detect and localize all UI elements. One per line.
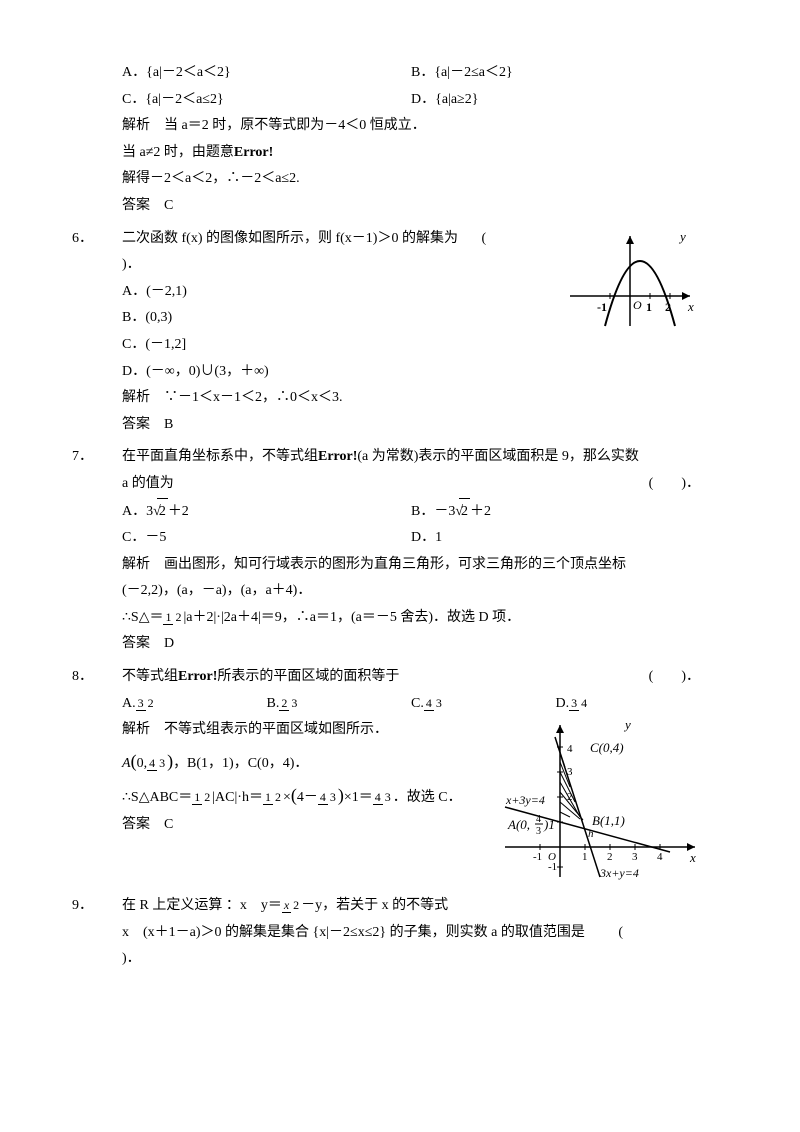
q6-figure: y x O -1 1 2 [560,226,700,336]
solution-line: 解析 画出图形，知可行域表示的图形为直角三角形，可求三角形的三个顶点坐标 [122,552,700,579]
svg-text:y: y [623,717,631,732]
option-c: C．{a|－2＜a≤2} [122,87,411,114]
error-text: Error! [318,449,357,464]
svg-text:3x+y=4: 3x+y=4 [599,866,639,880]
svg-text:x: x [687,299,694,314]
svg-text:-1: -1 [548,861,557,873]
solution-line: 解析 当 a＝2 时，原不等式即为－4＜0 恒成立． [122,113,700,140]
svg-text:2: 2 [607,851,613,863]
option-a: A.32 [122,691,267,718]
svg-text:3: 3 [536,826,541,837]
svg-text:3: 3 [567,766,573,778]
svg-text:x+3y=4: x+3y=4 [505,793,545,807]
question-7: 7． 在平面直角坐标系中，不等式组Error!(a 为常数)表示的平面区域面积是… [100,444,700,658]
question-number: 9． [72,893,93,920]
option-a: A．32＋2 [122,498,411,526]
option-d: D．{a|a≥2} [411,87,700,114]
question-stem: 不等式组Error!所表示的平面区域的面积等于 ( )． [122,664,700,691]
svg-text:C(0,4): C(0,4) [590,740,624,755]
solution-line: ∴S△＝12|a＋2|·|2a＋4|＝9，∴a＝1，(a＝－5 舍去)．故选 D… [122,605,700,632]
question-stem-2: x (x＋1－a)＞0 的解集是集合 {x|－2≤x≤2} 的子集，则实数 a … [122,920,700,947]
svg-text:O: O [633,298,642,312]
svg-text:4: 4 [567,743,573,755]
option-b: B．{a|－2≤a＜2} [411,60,700,87]
option-c: C．(－1,2] [122,332,700,359]
solution-line: 解得－2＜a＜2，∴－2＜a≤2. [122,166,700,193]
options-row: A.32 B.23 C.43 D.34 [122,691,700,718]
svg-text:2: 2 [567,791,573,803]
svg-text:1: 1 [646,300,652,314]
svg-text:x: x [689,850,696,865]
svg-text:4: 4 [657,851,663,863]
question-9: 9． 在 R 上定义运算 ：x y＝x2－y，若关于 x 的不等式 x (x＋1… [100,893,700,973]
q8-figure: y x O -1 1234 -1 432 C(0,4) B(1,1) h A(0… [500,717,700,887]
option-b: B．－32＋2 [411,498,700,526]
option-c: C.43 [411,691,556,718]
solution-line: 解析 ∵－1＜x－1＜2，∴0＜x＜3. [122,385,700,412]
question-number: 7． [72,444,93,471]
solution-line: 当 a≠2 时，由题意Error! [122,140,700,167]
question-number: 6． [72,226,93,253]
answer-line: 答案 D [122,631,700,658]
error-text: Error! [234,145,273,160]
svg-text:-1: -1 [533,851,542,863]
error-text: Error! [178,669,217,684]
question-stem: 在 R 上定义运算 ：x y＝x2－y，若关于 x 的不等式 [122,893,700,920]
question-6: 6． y x O -1 1 2 二次函数 f(x) 的图像如图所示，则 f(x－… [100,226,700,439]
option-c: C．－5 [122,525,411,552]
option-d: D.34 [556,691,701,718]
svg-text:h: h [588,828,594,840]
svg-text:1: 1 [582,851,588,863]
svg-text:)1: )1 [543,817,555,832]
q5-options: A．{a|－2＜a＜2} B．{a|－2≤a＜2} C．{a|－2＜a≤2} D… [100,60,700,220]
svg-text:y: y [678,229,686,244]
svg-text:A(0,: A(0, [507,817,530,832]
question-stem-2: a 的值为 ( )． [122,471,700,498]
option-d: D．1 [411,525,700,552]
question-stem: 在平面直角坐标系中，不等式组Error!(a 为常数)表示的平面区域面积是 9，… [122,444,700,471]
svg-text:3: 3 [632,851,638,863]
option-b: B.23 [267,691,412,718]
answer-line: 答案 C [122,193,700,220]
paren-close: )． [122,946,700,973]
svg-text:-1: -1 [597,300,607,314]
question-8: 8． 不等式组Error!所表示的平面区域的面积等于 ( )． A.32 B.2… [100,664,700,887]
question-number: 8． [72,664,93,691]
svg-text:B(1,1): B(1,1) [592,813,625,828]
svg-text:4: 4 [536,814,541,825]
answer-line: 答案 B [122,412,700,439]
option-a: A．{a|－2＜a＜2} [122,60,411,87]
svg-text:2: 2 [665,300,671,314]
option-d: D．(－∞，0)∪(3，＋∞) [122,359,700,386]
solution-line: (－2,2)，(a，－a)，(a，a＋4)． [122,578,700,605]
